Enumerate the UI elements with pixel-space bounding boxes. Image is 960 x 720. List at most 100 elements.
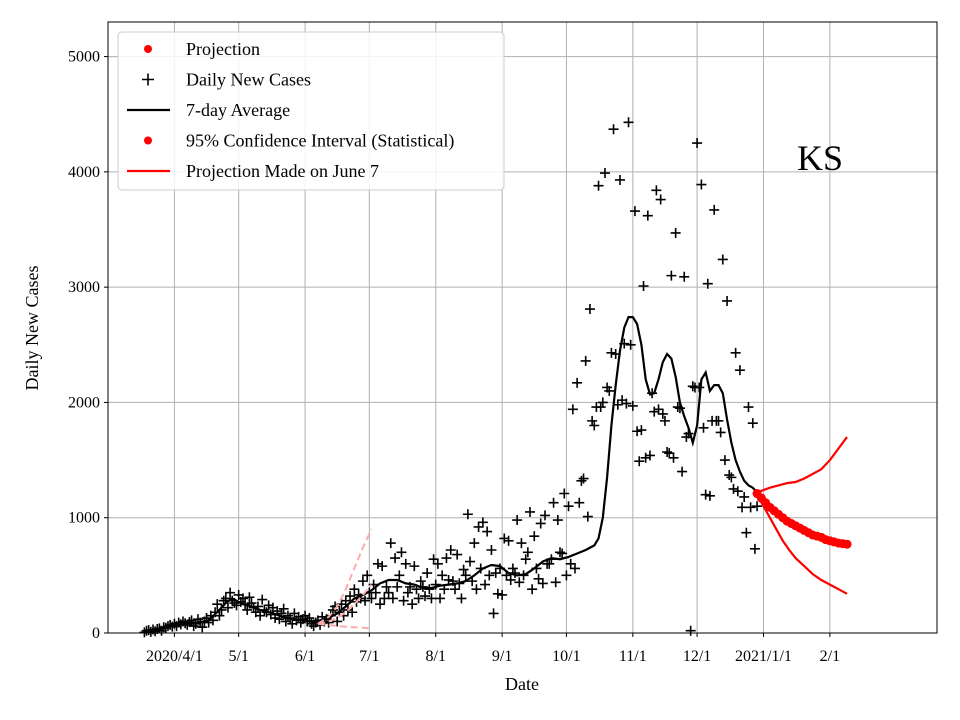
daily-cases-point (668, 452, 679, 463)
daily-cases-point (340, 595, 351, 606)
daily-cases-point (372, 558, 383, 569)
daily-cases-point (743, 402, 754, 413)
daily-cases-point (422, 568, 433, 579)
daily-cases-point (452, 549, 463, 560)
daily-cases-point (263, 600, 274, 611)
daily-cases-point (593, 180, 604, 191)
daily-cases-point (709, 204, 720, 215)
daily-cases-point (569, 563, 580, 574)
daily-cases-point (629, 206, 640, 217)
daily-cases-point (435, 593, 446, 604)
daily-cases-point (595, 402, 606, 413)
x-axis-ticks: 2020/4/1 5/1 6/1 7/1 8/1 9/1 10/1 11/1 12/1 2021/… (146, 633, 840, 665)
daily-cases-point (387, 593, 398, 604)
daily-cases-point (728, 483, 739, 494)
daily-cases-point (377, 561, 388, 572)
daily-cases-point (722, 295, 733, 306)
daily-cases-point (477, 517, 488, 528)
daily-cases-point (745, 502, 756, 513)
daily-cases-point (535, 518, 546, 529)
daily-cases-point (550, 577, 561, 588)
state-annotation: KS (797, 138, 843, 178)
daily-cases-point (642, 210, 653, 221)
daily-cases-point (527, 584, 538, 595)
daily-cases-point (554, 547, 565, 558)
daily-cases-point (505, 574, 516, 585)
daily-cases-point (524, 506, 535, 517)
daily-cases-point (677, 466, 688, 477)
daily-cases-point (456, 593, 467, 604)
daily-cases-point (597, 397, 608, 408)
daily-cases-point (499, 533, 510, 544)
daily-cases-point (512, 515, 523, 526)
y-tick-label: 5000 (68, 49, 100, 66)
projection-point (842, 539, 852, 549)
daily-cases-point (522, 547, 533, 558)
x-tick-label: 7/1 (359, 648, 379, 665)
daily-cases-point (413, 593, 424, 604)
daily-cases-point (278, 603, 289, 614)
legend-label: 95% Confidence Interval (Statistical) (186, 131, 454, 152)
daily-cases-point (692, 138, 703, 149)
daily-cases-point (469, 538, 480, 549)
daily-cases-point (486, 544, 497, 555)
daily-cases-point (557, 548, 568, 559)
daily-cases-point (604, 385, 615, 396)
projection-made-on-june-7-lower-line (317, 622, 372, 630)
daily-cases-point (366, 593, 377, 604)
daily-cases-point (614, 174, 625, 185)
daily-cases-point (572, 377, 583, 388)
legend: Projection Daily New Cases 7-day Average 95… (117, 31, 505, 191)
daily-cases-point (370, 587, 381, 598)
daily-cases-point (548, 497, 559, 508)
daily-cases-point (587, 415, 598, 426)
daily-cases-point (257, 594, 268, 605)
daily-cases-point (715, 427, 726, 438)
daily-cases-point (488, 608, 499, 619)
daily-cases-point (214, 610, 225, 621)
daily-cases-point (490, 568, 501, 579)
legend-label: Projection (186, 39, 260, 59)
y-tick-label: 0 (92, 625, 100, 642)
daily-cases-point (552, 515, 563, 526)
daily-cases-point (465, 556, 476, 567)
projection-made-on-june-7-line (317, 528, 373, 625)
daily-cases-point (383, 587, 394, 598)
daily-cases-point (627, 400, 638, 411)
daily-cases-point (212, 599, 223, 610)
x-tick-label: 2021/1/1 (735, 648, 792, 665)
daily-cases-point (649, 406, 660, 417)
daily-cases-point (394, 570, 405, 581)
daily-cases-point (379, 593, 390, 604)
daily-cases-point (640, 452, 651, 463)
daily-cases-point (428, 554, 439, 565)
x-tick-label: 10/1 (552, 648, 580, 665)
daily-cases-point (507, 563, 518, 574)
daily-cases-point (576, 475, 587, 486)
daily-cases-point (445, 544, 456, 555)
x-tick-label: 8/1 (426, 648, 446, 665)
daily-cases-point (349, 584, 360, 595)
daily-cases-point (460, 570, 471, 581)
daily-cases-point (580, 355, 591, 366)
daily-cases-point (584, 304, 595, 315)
daily-cases-point (704, 490, 715, 501)
daily-cases-point (437, 570, 448, 581)
daily-cases-point (533, 573, 544, 584)
daily-cases-point (471, 584, 482, 595)
x-tick-label: 6/1 (295, 648, 315, 665)
daily-cases-point (390, 553, 401, 564)
7-day-average-line (144, 316, 758, 634)
daily-cases-point (400, 558, 411, 569)
daily-cases-point (685, 625, 696, 636)
daily-cases-point (415, 576, 426, 587)
daily-cases-point (582, 511, 593, 522)
daily-cases-point (402, 587, 413, 598)
daily-cases-point (480, 579, 491, 590)
daily-cases-point (606, 347, 617, 358)
daily-cases-point (529, 531, 540, 542)
daily-cases-point (426, 593, 437, 604)
daily-cases-point (443, 574, 454, 585)
daily-cases-point (362, 570, 373, 581)
daily-cases-point (565, 558, 576, 569)
